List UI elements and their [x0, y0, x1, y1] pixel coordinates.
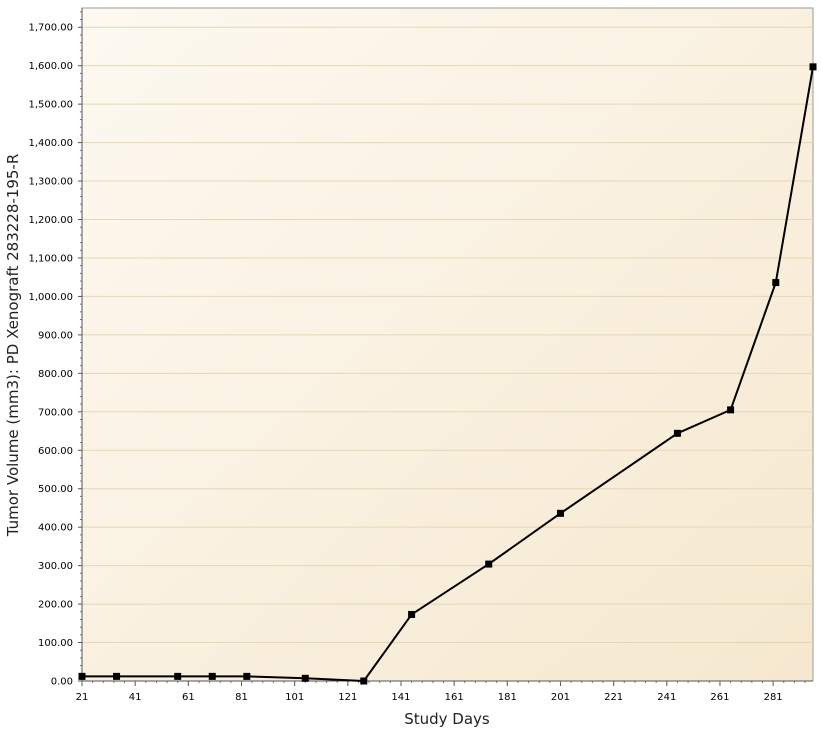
axes	[78, 8, 813, 686]
x-tick-labels: 21 41 61 81 101 121 141 161 181 201 221 241 261 281	[76, 692, 783, 703]
y-tick-label: 1,700.00	[28, 23, 73, 34]
x-tick-label: 281	[764, 692, 783, 703]
y-tick-label: 100.00	[38, 638, 73, 649]
x-tick-label: 21	[76, 692, 89, 703]
data-point[interactable]	[772, 279, 780, 287]
y-tick-label: 1,100.00	[28, 253, 73, 264]
data-point[interactable]	[556, 509, 564, 517]
y-tick-label: 700.00	[38, 407, 73, 418]
x-tick-label: 161	[445, 692, 464, 703]
y-tick-label: 0.00	[51, 677, 73, 688]
data-point[interactable]	[809, 63, 817, 71]
x-tick-label: 121	[338, 692, 357, 703]
gridlines	[82, 26, 813, 644]
data-point[interactable]	[174, 672, 182, 680]
x-tick-label: 81	[235, 692, 248, 703]
x-tick-label: 201	[551, 692, 570, 703]
y-tick-label: 500.00	[38, 484, 73, 495]
x-tick-label: 241	[657, 692, 676, 703]
data-point[interactable]	[408, 610, 416, 618]
data-point[interactable]	[360, 677, 368, 685]
series-line	[82, 66, 814, 682]
y-tick-label: 1,500.00	[28, 100, 73, 111]
y-tick-label: 1,000.00	[28, 292, 73, 303]
x-tick-label: 141	[391, 692, 410, 703]
y-tick-label: 800.00	[38, 369, 73, 380]
data-point[interactable]	[727, 406, 735, 414]
x-tick-label: 181	[498, 692, 517, 703]
data-point[interactable]	[208, 672, 216, 680]
data-point[interactable]	[78, 672, 86, 680]
y-tick-label: 1,300.00	[28, 177, 73, 188]
data-point[interactable]	[673, 429, 681, 437]
y-tick-label: 1,600.00	[28, 61, 73, 72]
y-tick-label: 900.00	[38, 330, 73, 341]
x-tick-label: 101	[285, 692, 304, 703]
data-point[interactable]	[485, 560, 493, 568]
x-tick-label: 221	[604, 692, 623, 703]
data-point[interactable]	[113, 672, 121, 680]
y-tick-label: 200.00	[38, 600, 73, 611]
series	[78, 63, 817, 685]
x-axis-title: Study Days	[404, 710, 490, 728]
y-tick-label: 300.00	[38, 561, 73, 572]
y-axis-title: Tumor Volume (mm3): PD Xenograft 283228-…	[4, 154, 22, 538]
data-point[interactable]	[243, 672, 251, 680]
x-tick-label: 41	[129, 692, 142, 703]
y-tick-label: 600.00	[38, 446, 73, 457]
y-tick-label: 1,400.00	[28, 138, 73, 149]
y-tick-label: 1,200.00	[28, 215, 73, 226]
data-point[interactable]	[301, 674, 309, 682]
plot-area	[81, 7, 814, 682]
x-tick-label: 61	[182, 692, 195, 703]
x-tick-label: 261	[710, 692, 729, 703]
y-tick-label: 400.00	[38, 523, 73, 534]
y-tick-labels: 0.00 100.00 200.00 300.00 400.00 500.00 600.00…	[28, 23, 73, 688]
